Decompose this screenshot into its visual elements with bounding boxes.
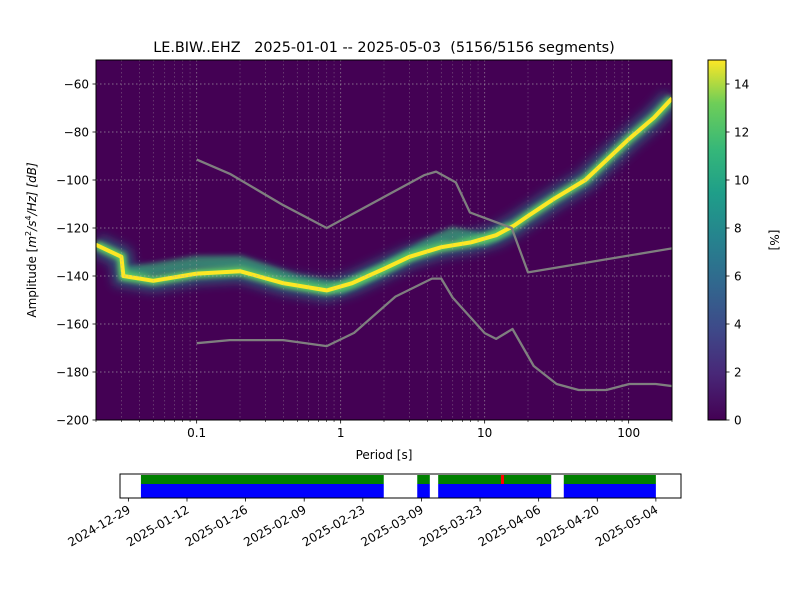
nlnm-line [196, 277, 672, 392]
data-available-bar [140, 475, 384, 484]
colorbar-tick-label: 8 [734, 221, 742, 235]
date-tick-label: 2025-03-23 [417, 502, 484, 549]
gap-marker [500, 475, 504, 484]
noise-models [196, 158, 672, 392]
x-tick-label: 0.1 [187, 426, 206, 440]
y-label-exp2: 2 [24, 231, 33, 236]
date-tick-label: 2025-05-04 [593, 502, 660, 549]
data-available-bar [563, 475, 656, 484]
psd-available-bar [438, 484, 552, 498]
colorbar-tick-label: 0 [734, 413, 742, 427]
x-tick-label: 10 [477, 426, 492, 440]
y-label-hz: /Hz] [dB] [25, 162, 39, 216]
plot-background [96, 60, 672, 420]
colorbar-ticks: 0 2 4 6 8 10 12 14 [726, 77, 749, 427]
colorbar-tick-label: 10 [734, 173, 749, 187]
y-tick-label: −100 [56, 173, 89, 187]
x-axis: 0.1 1 10 100 [95, 420, 673, 440]
psd-available-bar [417, 484, 430, 498]
colorbar-tick-label: 6 [734, 269, 742, 283]
y-tick-label: −200 [56, 413, 89, 427]
y-label-exp4: 4 [24, 215, 33, 220]
y-tick-label: −140 [56, 269, 89, 283]
x-axis-label: Period [s] [356, 448, 413, 462]
date-tick-label: 2025-03-09 [359, 502, 426, 549]
colorbar: 0 2 4 6 8 10 12 14 [%] [707, 59, 781, 427]
density-mode [96, 97, 672, 293]
y-label-m: m [25, 236, 39, 248]
chart-title: LE.BIW..EHZ 2025-01-01 -- 2025-05-03 (51… [153, 40, 614, 56]
data-available-bar [417, 475, 430, 484]
colorbar-gradient [707, 59, 727, 421]
y-label-s: /s [25, 221, 39, 232]
date-tick-label: 2025-01-26 [183, 502, 250, 549]
date-tick-label: 2025-04-06 [476, 502, 543, 549]
nhnm-line [196, 158, 672, 274]
colorbar-tick-label: 2 [734, 365, 742, 379]
y-tick-label: −120 [56, 221, 89, 235]
y-tick-label: −160 [56, 317, 89, 331]
y-axis-label: Amplitude [m2/s4/Hz] [dB] [24, 162, 39, 318]
colorbar-tick-label: 14 [734, 77, 749, 91]
timeline-frame [119, 473, 682, 499]
date-tick-label: 2025-04-20 [534, 502, 601, 549]
date-tick-label: 2024-12-29 [65, 502, 132, 549]
data-coverage-timeline: 2024-12-292025-01-122025-01-262025-02-09… [65, 473, 682, 549]
y-axis: −200 −180 −160 −140 −120 −100 −80 −60 [56, 77, 96, 427]
data-available-bar [438, 475, 552, 484]
y-tick-label: −60 [64, 77, 89, 91]
date-tick-label: 2025-01-12 [124, 502, 191, 549]
y-tick-label: −180 [56, 365, 89, 379]
psd-available-bar [563, 484, 656, 498]
timeline-date-axis: 2024-12-292025-01-122025-01-262025-02-09… [65, 498, 660, 549]
x-tick-label: 100 [617, 426, 640, 440]
ppsd-plot: 0.1 1 10 100 −200 −180 −160 −140 −120 −100 −80 −60… [24, 59, 673, 462]
x-tick-label: 1 [337, 426, 345, 440]
y-tick-label: −80 [64, 125, 89, 139]
y-label-prefix: Amplitude [ [25, 248, 39, 318]
colorbar-tick-label: 12 [734, 125, 749, 139]
psd-available-bar [140, 484, 384, 498]
colorbar-label: [%] [767, 230, 781, 251]
colorbar-tick-label: 4 [734, 317, 742, 331]
date-tick-label: 2025-02-09 [241, 502, 308, 549]
date-tick-label: 2025-02-23 [300, 502, 367, 549]
coverage-bars [140, 475, 656, 498]
